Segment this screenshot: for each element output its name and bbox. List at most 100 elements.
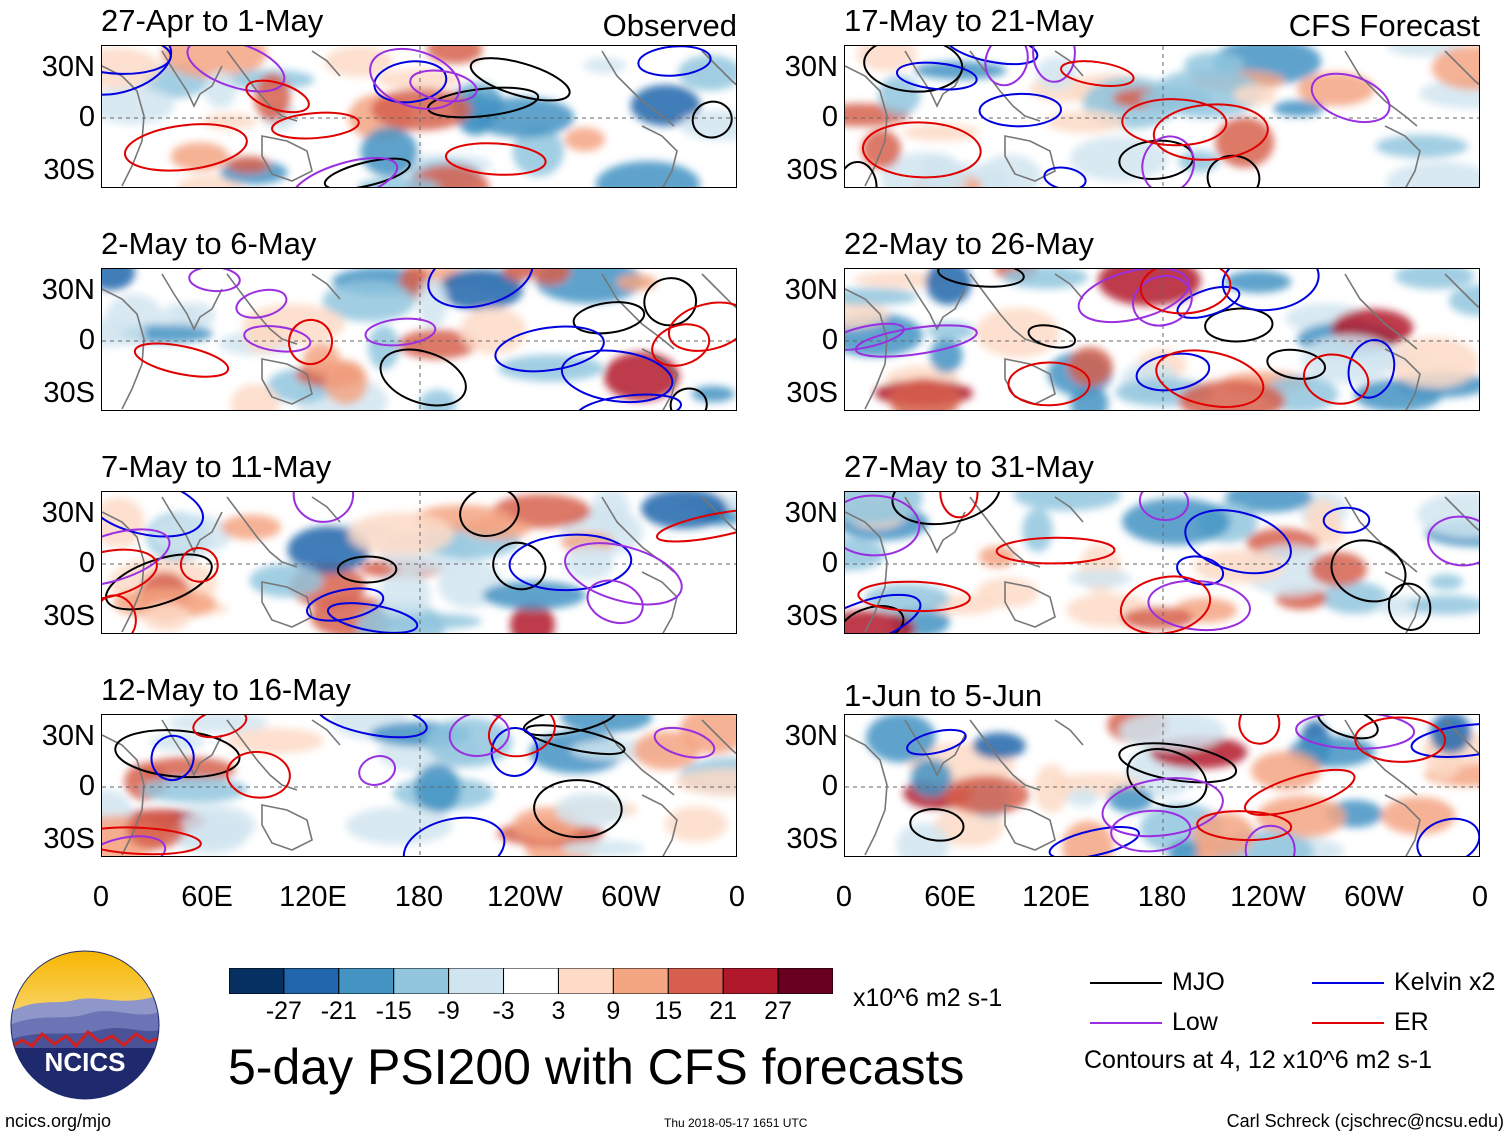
colorbar-swatch [667,967,724,995]
lat-tick-label: 0 [821,101,838,133]
lat-tick-label: 30S [786,377,838,409]
panel-title: 2-May to 6-May [101,226,317,261]
anomaly-shading [102,492,736,633]
coastlines [102,50,736,187]
panel-title: 22-May to 26-May [844,226,1094,261]
lon-tick-label: 120W [487,881,563,913]
anomaly-shading [102,46,736,187]
author: Carl Schreck (cjschrec@ncsu.edu) [1226,1111,1504,1131]
contour-note: Contours at 4, 12 x10^6 m2 s-1 [1084,1046,1433,1074]
wave-contours [102,46,733,187]
legend-label: Kelvin x2 [1394,968,1496,996]
colorbar-swatch [612,967,669,995]
ncics-logo: NCICS [10,950,160,1100]
colorbar-tick-label: -27 [265,997,302,1025]
anomaly-field [102,269,736,410]
lat-tick-label: 30N [784,497,838,529]
anomaly-field [102,492,736,633]
lon-tick-label: 120E [1022,881,1090,913]
lat-tick-label: 30N [41,274,95,306]
psi200-map [844,268,1480,411]
colorbar-swatch [448,967,505,995]
legend-line-swatch [1312,982,1384,984]
logo-text: NCICS [44,1047,126,1077]
colorbar-swatch [228,967,285,995]
colorbar-tick-label: -15 [375,997,412,1025]
lat-tick-label: 30N [784,51,838,83]
chart-title: 5-day PSI200 with CFS forecasts [228,1039,965,1095]
anomaly-shading [102,715,736,856]
colorbar-swatch [503,967,559,995]
coastlines [102,719,736,856]
colorbar-tick-label: -9 [437,997,460,1025]
colorbar-tick-label: 21 [709,997,738,1025]
panel-title: 1-Jun to 5-Jun [844,678,1043,713]
psi200-map [101,491,737,634]
lat-tick-label: 30N [784,720,838,752]
lon-tick-label: 60E [924,881,976,913]
lon-tick-label: 60W [601,881,661,913]
anomaly-field [845,492,1479,633]
lon-tick-label: 60E [181,881,233,913]
colorbar-swatches [228,967,834,995]
panel-title: 27-May to 31-May [844,449,1094,484]
psi200-map [844,491,1480,634]
lat-tick-label: 30S [786,154,838,186]
lat-tick-label: 0 [78,547,95,579]
lat-tick-label: 30N [41,720,95,752]
wave-contours [133,269,736,410]
wave-contours [845,46,1391,187]
coastlines [845,273,1479,410]
units-label: x10^6 m2 s-1 [853,984,1003,1012]
column-label: Observed [602,8,737,43]
column-label: CFS Forecast [1288,8,1480,43]
colorbar-tick-label: -3 [492,997,515,1025]
panel-title: 12-May to 16-May [101,672,351,707]
colorbar-tick-label: -21 [320,997,357,1025]
colorbar-swatch [777,967,834,995]
lat-tick-label: 30S [786,600,838,632]
legend-label: Low [1172,1008,1218,1036]
lat-tick-label: 30S [786,823,838,855]
logo-globe-icon [10,950,160,1100]
legend-line-swatch [1090,1022,1162,1024]
panel-title: 27-Apr to 1-May [101,3,324,38]
lon-tick-label: 0 [728,881,746,913]
legend-line-swatch [1312,1022,1384,1024]
anomaly-shading [102,269,735,410]
anomaly-field [845,715,1479,856]
legend-line-swatch [1090,982,1162,984]
lat-tick-label: 0 [821,547,838,579]
lat-tick-label: 30N [41,51,95,83]
wave-contours [102,715,716,856]
lon-tick-label: 180 [1137,881,1187,913]
lat-tick-label: 30N [784,274,838,306]
lon-tick-label: 120E [279,881,347,913]
timestamp: Thu 2018-05-17 1651 UTC [664,1116,808,1130]
lon-tick-label: 0 [92,881,110,913]
psi200-map [101,268,737,411]
wave-contours [845,492,1479,633]
lon-tick-label: 180 [394,881,444,913]
site-url: ncics.org/mjo [5,1111,112,1131]
lat-tick-label: 30S [43,823,95,855]
colorbar-swatch [393,967,450,995]
colorbar-swatch [722,967,779,995]
colorbar-tick-label: 3 [551,997,566,1025]
lat-tick-label: 30S [43,377,95,409]
lat-tick-label: 0 [78,101,95,133]
psi200-map [101,714,737,857]
lon-tick-label: 120W [1230,881,1306,913]
anomaly-field [845,46,1479,187]
lon-tick-label: 0 [835,881,853,913]
colorbar-tick-label: 27 [764,997,792,1025]
colorbar-swatch [283,967,340,995]
anomaly-field [102,715,736,856]
colorbar-tick-label: 15 [654,997,683,1025]
colorbar-swatch [557,967,614,995]
lat-tick-label: 0 [78,324,95,356]
panel-title: 7-May to 11-May [101,449,332,484]
lat-tick-label: 0 [78,770,95,802]
lat-tick-label: 0 [821,324,838,356]
wave-contours [845,269,1396,408]
